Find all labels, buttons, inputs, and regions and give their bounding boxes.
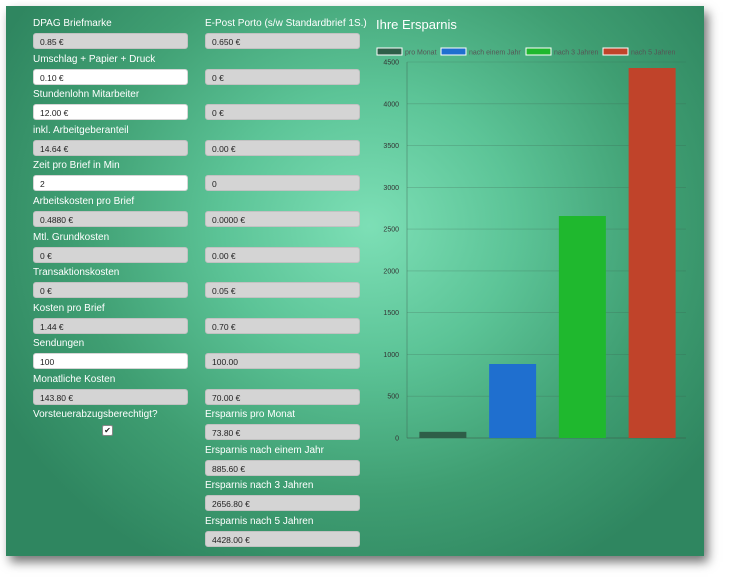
legend-swatch: [525, 47, 552, 56]
legend-label: nach einem Jahr: [469, 50, 521, 57]
field-label: Arbeitskosten pro Brief: [33, 196, 135, 207]
savings-value: 885.60 €: [205, 459, 360, 476]
field-label: Stundenlohn Mitarbeiter: [33, 89, 140, 101]
y-tick-label: 3000: [383, 185, 399, 192]
y-tick-label: 1500: [383, 310, 399, 317]
input-field[interactable]: 2: [33, 175, 188, 192]
input-field[interactable]: 12.00 €: [33, 104, 188, 121]
bar-2: [489, 364, 537, 438]
epost-field: 0.00 €: [205, 246, 360, 263]
epost-field: 100.00: [205, 353, 360, 370]
field-label: Umschlag + Papier + Druck: [33, 53, 156, 65]
epost-field: 0.05 €: [205, 282, 360, 299]
y-tick-label: 4500: [383, 60, 399, 67]
readonly-field: 0 €: [33, 282, 188, 299]
y-tick-label: 2000: [383, 268, 399, 275]
savings-value: 2656.80 €: [205, 495, 360, 512]
bar-4: [628, 68, 676, 439]
epost-field: 0 €: [205, 68, 360, 85]
calculator-panel: DPAG Briefmarke 0.85 € Umschlag + Papier +…: [6, 6, 704, 556]
readonly-field: 14.64 €: [33, 139, 188, 156]
field-label: Zeit pro Brief in Min: [33, 160, 120, 172]
field-label: Transaktionskosten: [33, 267, 120, 279]
y-tick-label: 0: [395, 436, 399, 443]
chart-title: Ihre Ersparnis: [376, 17, 457, 32]
savings-label: Ersparnis nach 3 Jahren: [205, 480, 314, 492]
y-tick-label: 500: [387, 394, 399, 401]
y-tick-label: 1000: [383, 352, 399, 359]
legend-swatch: [376, 47, 403, 56]
y-tick-label: 3500: [383, 143, 399, 150]
field-label: Sendungen: [33, 338, 85, 350]
input-field[interactable]: 0.10 €: [33, 68, 188, 85]
bar-3: [558, 216, 606, 438]
legend-swatch: [602, 47, 629, 56]
epost-field: 0.650 €: [205, 33, 360, 49]
y-tick-label: 4000: [383, 101, 399, 108]
legend-label: pro Monat: [405, 50, 437, 57]
field-label: Monatliche Kosten: [33, 374, 116, 385]
epost-field: 0 €: [205, 104, 360, 121]
readonly-field: 0.85 €: [33, 33, 188, 49]
field-label: Mtl. Grundkosten: [33, 231, 110, 243]
field-label: Kosten pro Brief: [33, 302, 105, 314]
epost-field: 70.00 €: [205, 389, 360, 405]
readonly-field: 143.80 €: [33, 389, 188, 405]
input-field[interactable]: 100: [33, 353, 188, 370]
bar-1: [419, 431, 467, 438]
savings-label: Ersparnis nach 5 Jahren: [205, 515, 314, 527]
epost-field: 0.0000 €: [205, 211, 360, 227]
field-label: inkl. Arbeitgeberanteil: [33, 124, 129, 136]
savings-label: Ersparnis nach einem Jahr: [205, 444, 324, 456]
legend-label: nach 5 Jahren: [631, 50, 675, 57]
epost-header: E-Post Porto (s/w Standardbrief 1S.): [205, 18, 367, 29]
vorsteuer-checkbox[interactable]: ✔: [102, 425, 113, 436]
y-tick-label: 2500: [383, 227, 399, 234]
epost-field: 0.00 €: [205, 139, 360, 156]
readonly-field: 0.4880 €: [33, 211, 188, 227]
legend-swatch: [440, 47, 467, 56]
savings-label: Ersparnis pro Monat: [205, 409, 296, 420]
field-label: DPAG Briefmarke: [33, 18, 112, 29]
epost-field: 0.70 €: [205, 317, 360, 334]
epost-field: 0: [205, 175, 360, 192]
readonly-field: 0 €: [33, 246, 188, 263]
savings-value: 4428.00 €: [205, 530, 360, 547]
savings-chart: 0 500 1000 1500 2000 2500 3000 3500 4000 4500 pro …: [376, 47, 686, 443]
legend-label: nach 3 Jahren: [554, 50, 598, 57]
readonly-field: 1.44 €: [33, 317, 188, 334]
savings-value: 73.80 €: [205, 424, 360, 440]
vorsteuer-label: Vorsteuerabzugsberechtigt?: [33, 409, 158, 420]
